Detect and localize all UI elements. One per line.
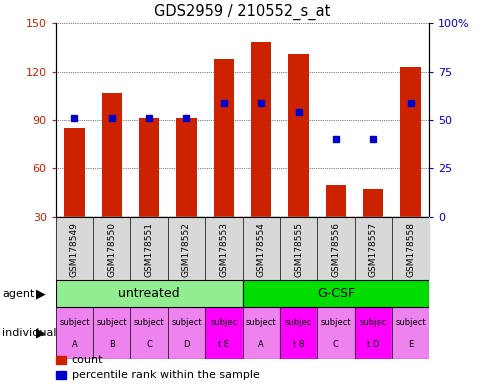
Bar xyxy=(317,307,354,359)
Bar xyxy=(205,307,242,359)
Bar xyxy=(287,54,308,217)
Text: GSM178553: GSM178553 xyxy=(219,222,228,277)
Bar xyxy=(399,67,420,217)
Bar xyxy=(242,217,279,280)
Bar xyxy=(279,217,317,280)
Bar xyxy=(213,59,234,217)
Bar xyxy=(242,280,428,307)
Text: subject: subject xyxy=(394,318,425,327)
Bar xyxy=(391,217,428,280)
Text: C: C xyxy=(332,340,338,349)
Text: t D: t D xyxy=(366,340,378,349)
Text: subject: subject xyxy=(245,318,276,327)
Text: subjec: subjec xyxy=(284,318,312,327)
Text: agent: agent xyxy=(2,289,35,299)
Text: subjec: subjec xyxy=(359,318,386,327)
Bar xyxy=(130,217,167,280)
Text: GSM178549: GSM178549 xyxy=(70,222,79,277)
Bar xyxy=(205,217,242,280)
Text: individual: individual xyxy=(2,328,57,338)
Bar xyxy=(56,371,66,379)
Text: subject: subject xyxy=(59,318,90,327)
Text: A: A xyxy=(72,340,77,349)
Text: GSM178551: GSM178551 xyxy=(144,222,153,277)
Bar xyxy=(317,217,354,280)
Bar xyxy=(167,307,205,359)
Text: untreated: untreated xyxy=(118,287,180,300)
Text: GSM178556: GSM178556 xyxy=(331,222,340,277)
Bar xyxy=(250,43,271,217)
Bar xyxy=(391,307,428,359)
Text: t B: t B xyxy=(292,340,304,349)
Text: E: E xyxy=(407,340,412,349)
Text: G-CSF: G-CSF xyxy=(316,287,354,300)
Text: ▶: ▶ xyxy=(36,287,46,300)
Bar xyxy=(56,356,66,364)
Bar xyxy=(362,189,383,217)
Text: A: A xyxy=(258,340,263,349)
Bar xyxy=(138,118,159,217)
Text: t E: t E xyxy=(218,340,229,349)
Text: B: B xyxy=(108,340,115,349)
Bar xyxy=(93,217,130,280)
Text: C: C xyxy=(146,340,152,349)
Bar xyxy=(167,217,205,280)
Text: GSM178558: GSM178558 xyxy=(405,222,414,277)
Text: GSM178550: GSM178550 xyxy=(107,222,116,277)
Bar xyxy=(56,217,93,280)
Text: GSM178552: GSM178552 xyxy=(182,222,191,277)
Text: subjec: subjec xyxy=(210,318,237,327)
Text: GSM178554: GSM178554 xyxy=(256,222,265,277)
Bar xyxy=(56,307,93,359)
Text: subject: subject xyxy=(171,318,201,327)
Text: GSM178555: GSM178555 xyxy=(293,222,302,277)
Text: percentile rank within the sample: percentile rank within the sample xyxy=(72,370,259,380)
Text: subject: subject xyxy=(96,318,127,327)
Text: count: count xyxy=(72,355,103,365)
Text: ▶: ▶ xyxy=(36,327,46,339)
Bar xyxy=(242,307,279,359)
Text: subject: subject xyxy=(320,318,350,327)
Bar xyxy=(93,307,130,359)
Bar xyxy=(56,280,242,307)
Bar xyxy=(64,128,85,217)
Text: GSM178557: GSM178557 xyxy=(368,222,377,277)
Bar xyxy=(354,217,391,280)
Bar xyxy=(130,307,167,359)
Title: GDS2959 / 210552_s_at: GDS2959 / 210552_s_at xyxy=(154,4,330,20)
Bar xyxy=(354,307,391,359)
Text: subject: subject xyxy=(134,318,164,327)
Bar xyxy=(176,118,197,217)
Bar xyxy=(325,185,346,217)
Bar xyxy=(279,307,317,359)
Text: D: D xyxy=(183,340,189,349)
Bar xyxy=(101,93,122,217)
